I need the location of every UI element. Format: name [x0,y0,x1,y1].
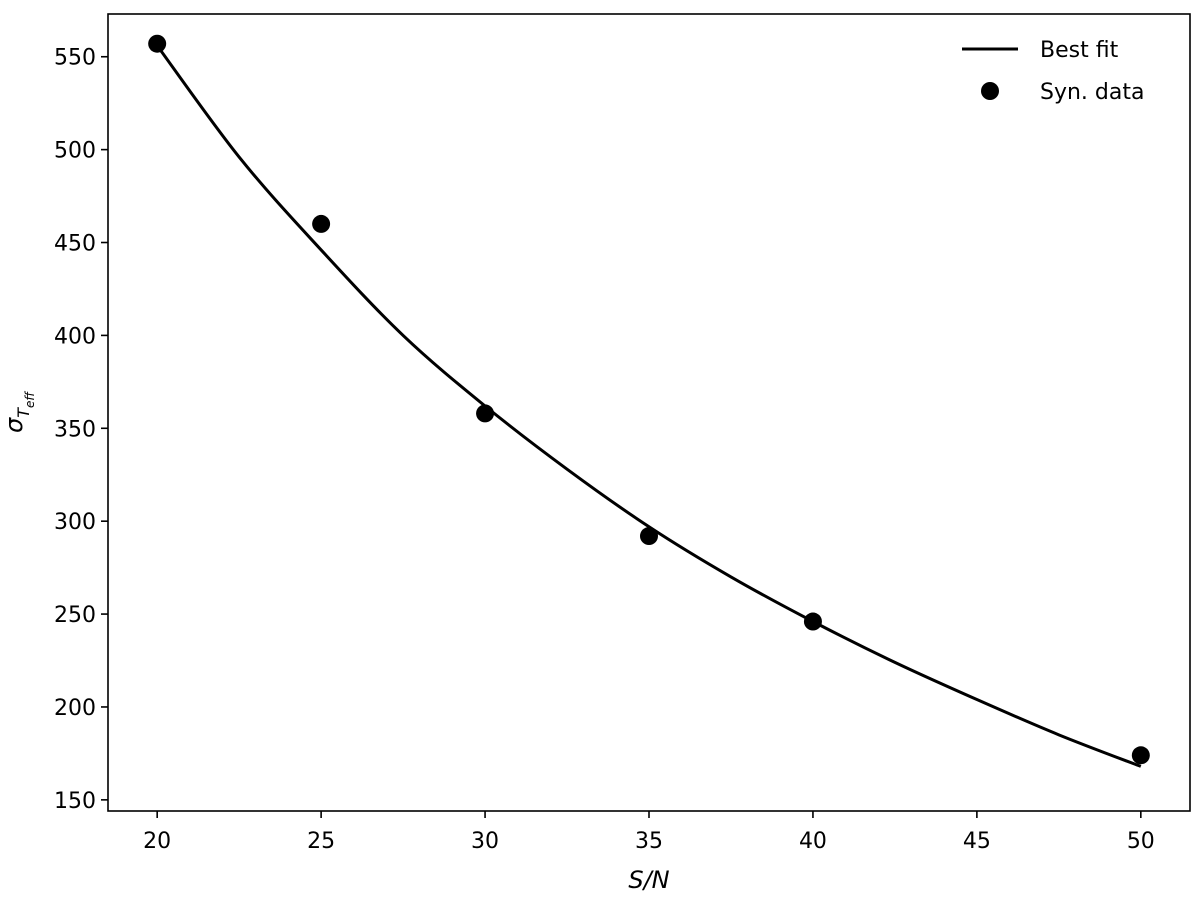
plot-area [148,34,1150,768]
legend-marker-swatch [981,82,999,100]
syn-data-point [1131,746,1150,765]
y-axis-label: σTeff [0,391,37,433]
syn-data-point [312,214,331,233]
y-axis-label-subsub: eff [23,391,37,408]
axes-frame [107,13,1191,812]
syn-data-point [640,527,658,546]
y-tick-label: 500 [54,139,96,164]
y-tick-label: 300 [54,510,96,535]
x-axis-ticks: 20 25 30 35 40 45 50 [143,811,1155,854]
y-tick-label: 550 [54,46,96,71]
y-axis-label-base: σ [0,417,28,433]
y-axis-label-sub: T [14,407,33,418]
x-tick-label: 30 [471,829,499,854]
y-tick-label: 150 [54,789,96,814]
x-tick-label: 45 [963,829,991,854]
legend-label-best-fit: Best fit [1040,38,1119,63]
x-tick-label: 35 [635,829,663,854]
y-axis-ticks: 150 200 250 300 350 400 450 500 550 [54,46,108,814]
x-tick-label: 20 [143,829,171,854]
syn-data-point [148,34,167,53]
y-tick-label: 250 [54,603,96,628]
x-axis-label: S/N [628,866,669,894]
legend-label-syn-data: Syn. data [1040,80,1144,105]
y-tick-label: 450 [54,232,96,257]
x-tick-label: 25 [307,829,335,854]
legend: Best fit Syn. data [962,38,1144,105]
best-fit-line [155,44,1142,768]
y-tick-label: 400 [54,324,96,349]
x-tick-label: 40 [799,829,827,854]
y-tick-label: 200 [54,696,96,721]
y-tick-label: 350 [54,417,96,442]
x-tick-label: 50 [1127,829,1155,854]
syn-data-point [476,404,495,423]
syn-data-point [803,612,822,631]
